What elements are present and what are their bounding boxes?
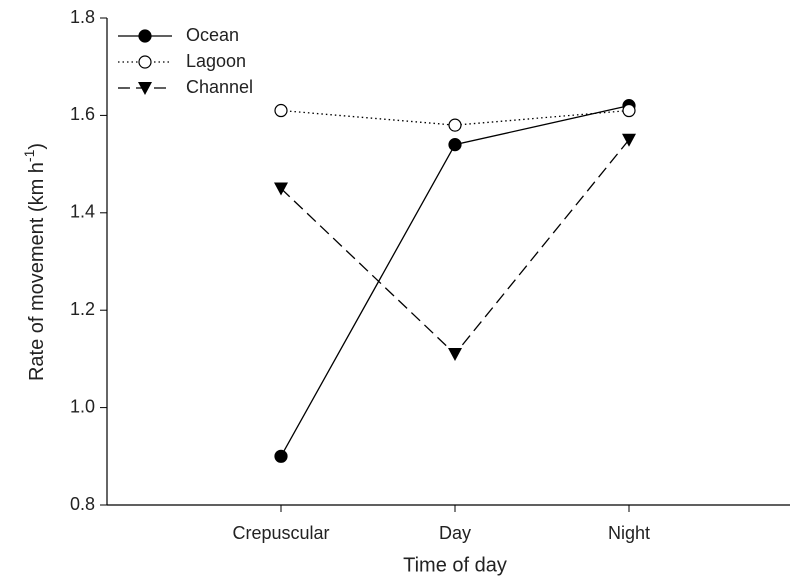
legend-marker <box>138 29 152 43</box>
y-tick-label: 1.2 <box>70 299 95 319</box>
legend-marker <box>138 82 152 95</box>
series-line <box>280 139 630 355</box>
legend-label: Lagoon <box>186 51 246 71</box>
data-point <box>448 118 462 132</box>
y-tick-label: 0.8 <box>70 494 95 514</box>
y-tick-label: 1.6 <box>70 104 95 124</box>
y-label-text: Rate of movement (km h <box>26 162 48 381</box>
data-point <box>448 138 462 152</box>
series-line <box>280 105 630 457</box>
y-label-superscript: -1 <box>21 149 37 162</box>
x-tick-label: Day <box>439 523 471 543</box>
data-point <box>622 103 636 118</box>
y-tick-label: 1.8 <box>70 7 95 27</box>
data-point <box>622 133 636 147</box>
data-point <box>274 103 288 118</box>
data-point <box>448 348 462 362</box>
legend-label: Ocean <box>186 25 239 45</box>
x-axis-label: Time of day <box>403 554 507 576</box>
y-tick-label: 1.4 <box>70 202 95 222</box>
y-tick-label: 1.0 <box>70 396 95 416</box>
legend-label: Channel <box>186 77 253 97</box>
x-tick-label: Night <box>608 523 650 543</box>
y-label-text-end: ) <box>26 143 48 150</box>
x-tick-label: Crepuscular <box>232 523 329 543</box>
y-axis-label: Rate of movement (km h-1) <box>21 143 49 381</box>
legend-marker <box>138 55 152 69</box>
data-point <box>274 449 288 463</box>
data-point <box>274 182 288 196</box>
